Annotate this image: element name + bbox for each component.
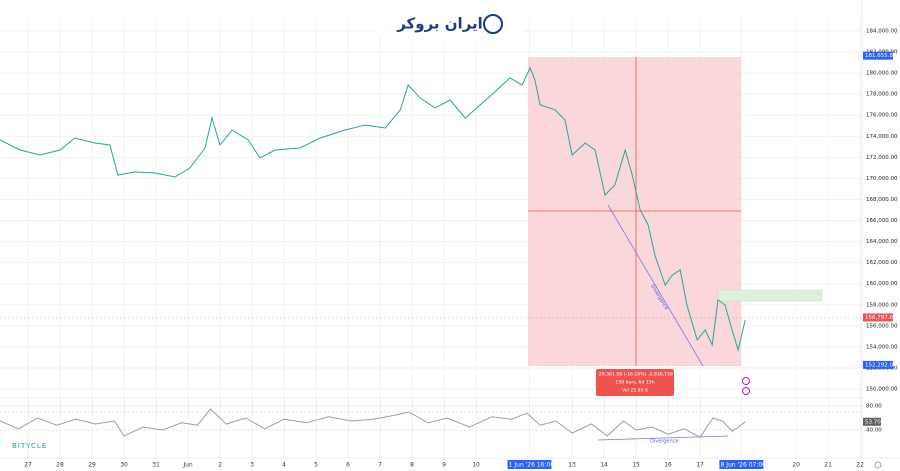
y-tick-label: 80.00 (866, 403, 882, 409)
x-tick-label: 3 (250, 462, 254, 469)
x-tick-label: 28 (56, 462, 64, 469)
rsi-tag-label: 53.70 (865, 419, 881, 425)
y-tick-label: 184,000.00 (866, 28, 898, 34)
price-tag (863, 313, 893, 322)
x-tick-highlight (719, 460, 764, 469)
x-tick-label: 31 (152, 462, 160, 469)
price-tag-label: 181,655.82 (865, 53, 897, 59)
x-tick-label: 22 (856, 462, 864, 469)
x-tick-label: 7 (378, 462, 382, 469)
rsi-divergence-line (597, 435, 729, 441)
rsi-tag (863, 417, 881, 426)
y-tick-label: 150,000.00 (866, 387, 898, 393)
price-tag (863, 360, 893, 369)
x-tick-label: 13 (568, 462, 576, 469)
y-tick-label: 160,000.00 (866, 281, 898, 287)
watermark: BITYCLE (12, 442, 47, 450)
logo-icon (483, 14, 503, 34)
y-tick-label: 166,000.00 (866, 218, 898, 224)
y-tick-label: 156,000.00 (866, 323, 898, 329)
x-tick-label: 6 (346, 462, 350, 469)
x-tick-label: 27 (24, 462, 32, 469)
y-tick-label: 174,000.00 (866, 134, 898, 140)
x-tick-label: 18 Jun '26 07:00 (717, 462, 766, 469)
x-tick-label: 4 (282, 462, 286, 469)
range-box (528, 57, 741, 366)
x-tick-label: 10 (472, 462, 480, 469)
alert-icon[interactable] (742, 387, 750, 395)
x-tick-label: Jun (182, 462, 193, 469)
measure-box (596, 369, 674, 396)
logo-pill (375, 4, 525, 42)
y-tick-label: 176,000.00 (866, 113, 898, 119)
y-tick-label: 154,000.00 (866, 344, 898, 350)
measure-change: -29,361.58 (-16.16%) -2,936,158 (597, 372, 673, 378)
x-tick-highlight (507, 460, 552, 469)
x-tick-label: 11 Jun '26 16:00 (505, 462, 554, 469)
measure-volume: Vol 25.95 K (622, 388, 649, 394)
rsi-divergence-label: Divergence (650, 439, 679, 445)
x-tick-label: 17 (696, 462, 704, 469)
x-tick-label: 30 (120, 462, 128, 469)
x-tick-label: 16 (664, 462, 672, 469)
y-tick-label: 178,000.00 (866, 92, 898, 98)
x-tick-label: 29 (88, 462, 96, 469)
y-tick-label: 170,000.00 (866, 176, 898, 182)
x-tick-label: 14 (600, 462, 608, 469)
y-tick-label: 164,000.00 (866, 239, 898, 245)
y-tick-label: 40.00 (866, 427, 882, 433)
price-tag (863, 51, 893, 60)
x-tick-label: 9 (442, 462, 446, 469)
alert-icon[interactable] (742, 377, 750, 385)
y-tick-label: 168,000.00 (866, 197, 898, 203)
x-tick-label: 8 (410, 462, 414, 469)
price-tag-label: 152,292.04 (865, 362, 897, 368)
settings-icon[interactable] (874, 461, 882, 469)
x-tick-label: 2 (218, 462, 222, 469)
x-tick-label: 21 (824, 462, 832, 469)
measure-bars: 159 bars, 6d 15h (615, 380, 654, 386)
logo-text: ایران بروکر (396, 15, 483, 33)
price-tag-label: 156,797.00 (865, 315, 897, 321)
x-tick-label: 5 (314, 462, 318, 469)
y-tick-label: 172,000.00 (866, 155, 898, 161)
y-tick-label: 180,000.00 (866, 71, 898, 77)
x-tick-label: 20 (792, 462, 800, 469)
x-tick-label: 15 (632, 462, 640, 469)
y-tick-label: 162,000.00 (866, 260, 898, 266)
series-line (0, 66, 746, 352)
y-tick-label: 158,000.00 (866, 302, 898, 308)
target-zone (717, 289, 823, 302)
divergence-line (607, 204, 704, 367)
